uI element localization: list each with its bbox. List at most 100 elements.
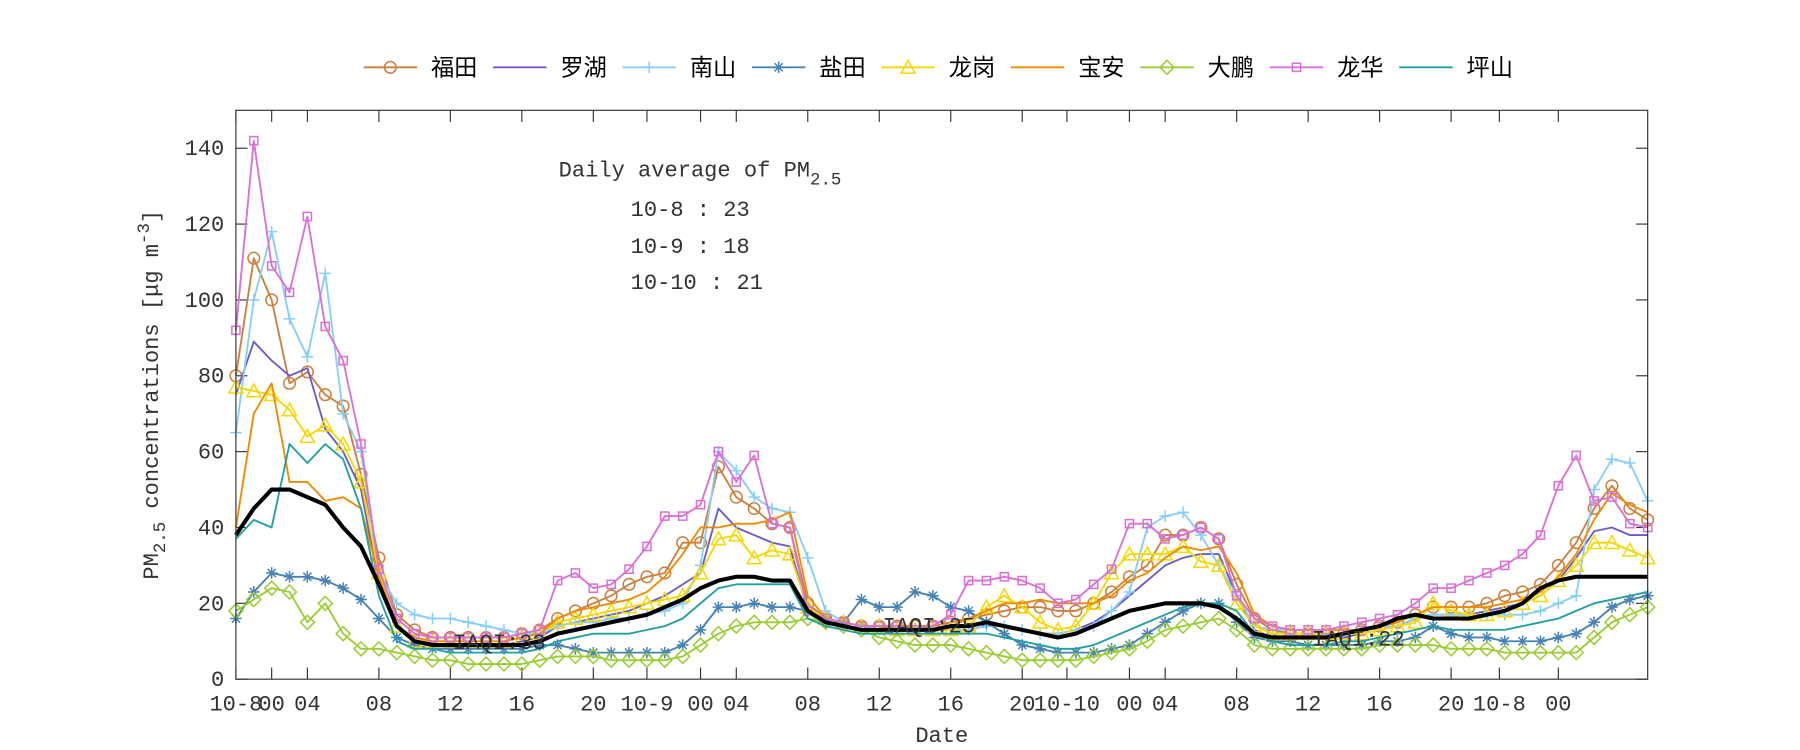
marker xyxy=(694,624,707,636)
x-tick-label: 04 xyxy=(1152,693,1178,718)
series-line xyxy=(235,443,1648,654)
marker xyxy=(1142,518,1153,529)
marker xyxy=(712,601,725,613)
marker xyxy=(638,652,655,669)
marker xyxy=(1498,589,1512,603)
marker xyxy=(998,627,1011,640)
marker xyxy=(746,614,763,631)
y-tick-label: 20 xyxy=(198,592,224,617)
x-tick-label: 08 xyxy=(795,693,821,718)
marker xyxy=(1123,639,1136,651)
marker xyxy=(283,570,296,583)
y-label-end: ] xyxy=(140,210,165,223)
marker xyxy=(620,598,638,614)
marker xyxy=(1587,501,1601,516)
marker xyxy=(370,640,387,657)
y-tick-label: 100 xyxy=(185,289,225,314)
marker xyxy=(1124,518,1135,529)
marker xyxy=(1106,564,1117,575)
marker xyxy=(674,648,691,665)
marker xyxy=(1356,617,1367,628)
annotation-main: Daily average of PM xyxy=(559,158,810,183)
marker xyxy=(710,625,727,642)
marker xyxy=(658,566,672,580)
marker xyxy=(695,499,706,510)
marker xyxy=(748,597,760,610)
legend-marker xyxy=(899,58,917,74)
legend-entry: 罗湖 xyxy=(493,54,607,81)
legend-entry: 宝安 xyxy=(1010,54,1125,81)
legend-entry: 南山 xyxy=(622,54,736,81)
annotation-line: 10-8 : 23 xyxy=(631,198,750,223)
marker xyxy=(355,593,367,606)
marker xyxy=(248,135,259,146)
marker xyxy=(784,601,796,613)
marker xyxy=(1335,640,1352,657)
marker xyxy=(1267,621,1278,631)
y-label-main: PM xyxy=(140,553,165,579)
marker xyxy=(1374,613,1385,624)
marker xyxy=(1213,534,1224,544)
marker xyxy=(1391,635,1404,648)
legend-label: 龙华 xyxy=(1337,54,1383,81)
marker xyxy=(356,439,366,449)
y-axis-label: PM2.5 concentrations [μg m-3] xyxy=(136,210,171,580)
marker xyxy=(1588,616,1600,629)
marker xyxy=(801,552,814,564)
iaqi-label: IAQI:25 xyxy=(883,615,976,640)
marker xyxy=(1460,640,1478,657)
marker xyxy=(301,570,314,583)
marker xyxy=(1013,598,1031,614)
marker xyxy=(1053,598,1063,609)
marker xyxy=(498,643,510,655)
marker xyxy=(710,530,727,546)
marker xyxy=(245,382,263,398)
series xyxy=(234,487,1648,648)
marker xyxy=(318,388,332,402)
legend-entry: 盐田 xyxy=(751,54,866,81)
marker xyxy=(1496,644,1513,661)
marker xyxy=(1032,652,1049,669)
plot-area xyxy=(235,110,1648,680)
marker xyxy=(1300,640,1317,657)
legend-marker xyxy=(1291,62,1302,73)
x-tick-label: 20 xyxy=(1009,693,1035,718)
y-tick-label: 140 xyxy=(185,137,225,162)
marker xyxy=(317,416,334,432)
marker xyxy=(713,446,724,457)
marker xyxy=(1407,637,1424,654)
marker xyxy=(1567,556,1585,572)
x-tick-label: 12 xyxy=(866,693,892,718)
legend-label: 南山 xyxy=(690,54,736,81)
marker xyxy=(388,644,405,661)
marker xyxy=(462,643,475,655)
marker xyxy=(445,632,456,643)
marker xyxy=(1122,570,1136,584)
marker xyxy=(1463,631,1475,644)
y-label-sub: 2.5 xyxy=(152,522,171,553)
marker xyxy=(480,643,492,655)
marker xyxy=(283,313,296,325)
marker xyxy=(927,589,939,602)
marker xyxy=(1373,635,1386,648)
marker xyxy=(1175,618,1192,635)
x-tick-label: 12 xyxy=(437,693,463,718)
marker xyxy=(906,637,924,654)
marker xyxy=(552,575,563,586)
marker xyxy=(1017,575,1028,586)
marker xyxy=(659,511,670,521)
marker xyxy=(388,617,405,633)
marker xyxy=(481,632,491,643)
series-lines xyxy=(227,135,1656,673)
marker xyxy=(1623,501,1637,516)
marker xyxy=(624,564,634,575)
marker xyxy=(1353,640,1370,657)
marker xyxy=(1210,610,1227,627)
x-tick-label: 16 xyxy=(937,693,963,718)
marker xyxy=(1550,644,1567,661)
legend-entry: 坪山 xyxy=(1399,54,1513,81)
marker xyxy=(978,644,995,661)
x-tick-label: 10-10 xyxy=(1034,693,1100,718)
marker xyxy=(1157,621,1174,638)
